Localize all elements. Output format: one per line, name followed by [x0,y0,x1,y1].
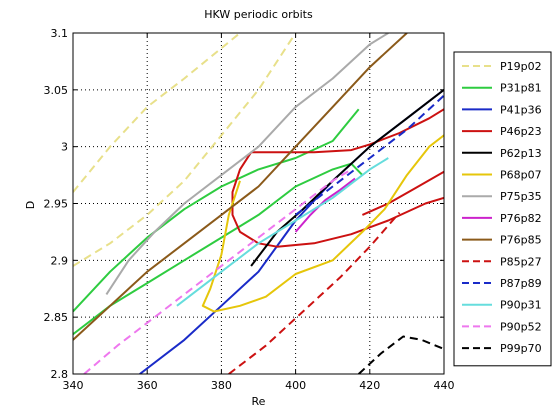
y-axis-label: D [24,201,37,209]
legend-label: P75p35 [500,190,542,203]
y-tick-label: 2.9 [51,254,69,267]
tick-layer: 340 360 380 400 420 440 2.8 2.85 2.9 2.95 3 3.05 3.1 [44,27,455,392]
series-line-p19p02 [73,33,241,193]
grid-layer [73,33,444,374]
x-tick-label: 380 [211,379,232,392]
legend-label: P41p36 [500,103,542,116]
legend-label: P99p70 [500,342,542,355]
x-axis-label: Re [252,395,266,408]
series-line-p85p27 [228,211,401,374]
series-line-p68p07 [201,134,444,313]
series-line-p90p31 [176,157,389,307]
x-tick-label: 360 [137,379,158,392]
y-tick-label: 2.95 [44,198,69,211]
series-line-p31p81 [73,162,364,335]
legend-label: P46p23 [500,125,542,138]
series-line-p76p85 [73,33,408,341]
x-tick-label: 440 [434,379,455,392]
plot-area [73,33,444,374]
legend-label: P76p85 [500,234,542,247]
legend-label: P76p82 [500,212,542,225]
legend-label: P31p81 [500,82,542,95]
legend-label: P68p07 [500,169,542,182]
legend-label: P87p89 [500,277,542,290]
series-line-p46p23 [251,108,444,154]
legend-label: P90p52 [500,320,542,333]
series-line-p76p82 [294,177,356,233]
legend-box [453,51,552,367]
legend: P19p02 P31p81 P41p36 P46p23 P62p13 P68p07 P75p… [453,51,552,367]
legend-label: P19p02 [500,60,542,73]
y-tick-label: 3.05 [44,84,69,97]
legend-label: P62p13 [500,147,542,160]
series-line-p31p81 [73,108,360,313]
y-tick-label: 3.1 [51,27,69,40]
x-tick-label: 340 [63,379,84,392]
x-tick-label: 400 [285,379,306,392]
series-line-p99p70 [358,335,444,374]
y-tick-label: 3 [61,141,68,154]
legend-label: P85p27 [500,255,542,268]
series-line-p90p52 [83,168,352,374]
legend-label: P90p31 [500,299,542,312]
series-layer [73,33,444,374]
series-line-p46p23 [361,170,444,216]
series-line-p75p35 [105,33,389,295]
series-line-p19p02 [73,33,297,267]
x-tick-label: 420 [359,379,380,392]
series-line-p87p89 [294,94,444,216]
y-tick-label: 2.85 [44,311,69,324]
chart-title: HKW periodic orbits [204,8,313,21]
y-tick-label: 2.8 [51,368,69,381]
